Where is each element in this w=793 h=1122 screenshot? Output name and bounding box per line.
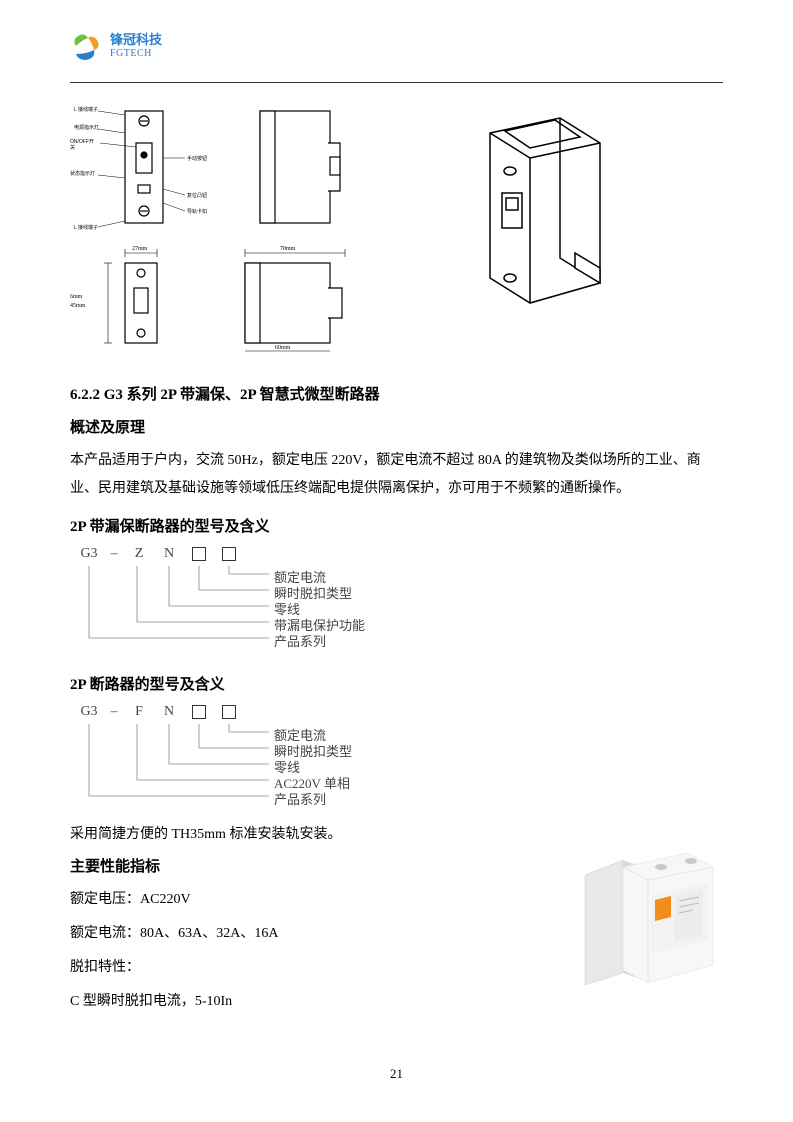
model2-heading: 2P 断路器的型号及含义 xyxy=(70,673,723,694)
svg-text:关: 关 xyxy=(70,144,75,151)
spec-current: 额定电流：80A、63A、32A、16A xyxy=(70,920,543,948)
model1-diagram: G3 – Z N 额定电流 瞬时脱扣类型 零线 带漏电保护功能 产品系列 xyxy=(70,546,723,661)
brand-cn: 锋冠科技 xyxy=(110,33,162,47)
spec-voltage: 额定电压：AC220V xyxy=(70,886,543,914)
svg-text:60mm: 60mm xyxy=(275,345,291,351)
svg-text:45mm: 45mm xyxy=(70,303,86,309)
brand-en: FGTECH xyxy=(110,48,162,59)
model1-heading: 2P 带漏保断路器的型号及含义 xyxy=(70,515,723,536)
model2-box1 xyxy=(192,705,206,719)
overview-body: 本产品适用于户内，交流 50Hz，额定电压 220V，额定电流不超过 80A 的… xyxy=(70,447,723,503)
model2-diagram: G3 – F N 额定电流 瞬时脱扣类型 零线 AC220V 单相 产品系列 xyxy=(70,704,723,819)
svg-text:6mm: 6mm xyxy=(70,294,83,300)
section-heading-622: 6.2.2 G3 系列 2P 带漏保、2P 智慧式微型断路器 xyxy=(70,383,723,404)
overview-heading: 概述及原理 xyxy=(70,416,723,437)
spec-trip-heading: 脱扣特性： xyxy=(70,954,543,982)
svg-text:手动按钮: 手动按钮 xyxy=(187,155,207,162)
svg-text:70mm: 70mm xyxy=(280,246,296,252)
dim-width: 27mm xyxy=(132,246,148,252)
model1-seg-g3: G3 xyxy=(74,546,104,562)
svg-text:电源指示灯: 电源指示灯 xyxy=(74,124,99,131)
model1-label-4: 产品系列 xyxy=(274,631,326,650)
svg-text:L 接线端子: L 接线端子 xyxy=(74,224,98,231)
model2-seg-g3: G3 xyxy=(74,704,104,720)
specs-heading: 主要性能指标 xyxy=(70,855,543,876)
spec-trip-c: C 型瞬时脱扣电流，5-10In xyxy=(70,988,543,1016)
svg-text:导轨卡扣: 导轨卡扣 xyxy=(187,208,207,215)
svg-text:复位凸钮: 复位凸钮 xyxy=(187,192,207,199)
specs-section: 主要性能指标 额定电压：AC220V 额定电流：80A、63A、32A、16A … xyxy=(70,855,723,1022)
logo-icon xyxy=(70,30,102,62)
right-isometric-drawing xyxy=(430,103,630,323)
model1-box1 xyxy=(192,547,206,561)
model2-seg-n: N xyxy=(154,704,184,720)
brand-text: 锋冠科技 FGTECH xyxy=(110,33,162,58)
svg-text:L 接线端子: L 接线端子 xyxy=(74,106,98,113)
model1-box2 xyxy=(222,547,236,561)
diagrams-section: L 接线端子 电源指示灯 ON/OFF开关 状态指示灯 手动按钮 复位凸钮 导轨… xyxy=(70,103,723,353)
model1-seg-dash: – xyxy=(104,546,124,562)
svg-text:状态指示灯: 状态指示灯 xyxy=(70,170,95,177)
left-technical-drawings: L 接线端子 电源指示灯 ON/OFF开关 状态指示灯 手动按钮 复位凸钮 导轨… xyxy=(70,103,390,353)
model1-seg-z: Z xyxy=(124,546,154,562)
model2-box2 xyxy=(222,705,236,719)
model1-seg-n: N xyxy=(154,546,184,562)
model2-seg-dash: – xyxy=(104,704,124,720)
breaker-photo xyxy=(563,845,723,990)
page-header: 锋冠科技 FGTECH xyxy=(70,30,723,83)
page-number: 21 xyxy=(0,1066,793,1082)
model2-label-4: 产品系列 xyxy=(274,789,326,808)
model2-seg-f: F xyxy=(124,704,154,720)
